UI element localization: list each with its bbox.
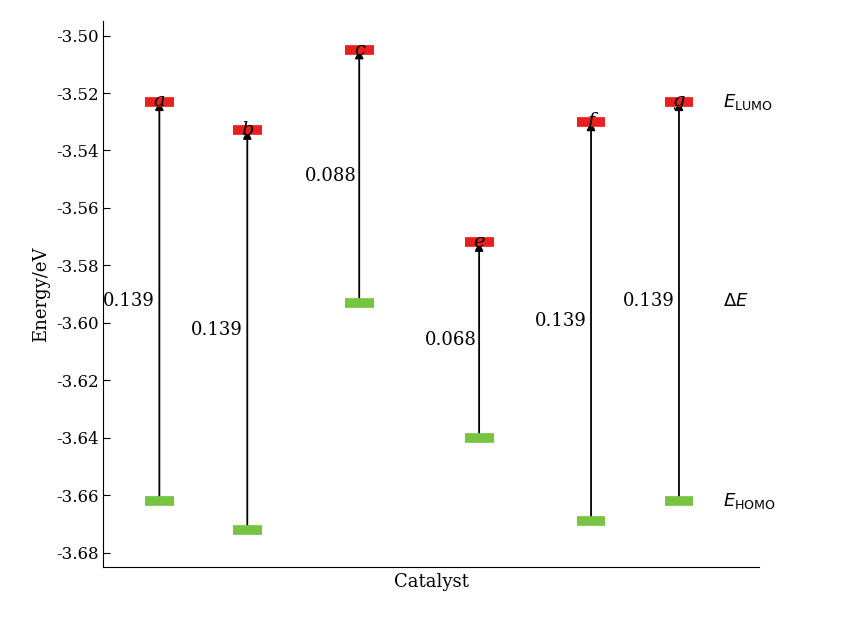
Text: 0.139: 0.139 (103, 292, 155, 310)
Text: a: a (154, 92, 165, 110)
Text: 0.139: 0.139 (191, 321, 243, 339)
Text: b: b (241, 121, 253, 139)
Text: $E_{\mathrm{HOMO}}$: $E_{\mathrm{HOMO}}$ (723, 491, 776, 511)
Text: 0.139: 0.139 (622, 292, 674, 310)
X-axis label: Catalyst: Catalyst (394, 573, 469, 591)
Text: 0.088: 0.088 (306, 167, 357, 185)
Text: $E_{\mathrm{LUMO}}$: $E_{\mathrm{LUMO}}$ (723, 91, 773, 112)
Text: 0.139: 0.139 (535, 313, 587, 331)
Text: $\Delta E$: $\Delta E$ (723, 292, 748, 310)
Text: c: c (354, 41, 365, 59)
Text: e: e (473, 233, 485, 251)
Y-axis label: Energy/eV: Energy/eV (32, 247, 50, 342)
Text: f: f (588, 112, 595, 130)
Text: g: g (673, 92, 685, 110)
Text: 0.068: 0.068 (425, 331, 477, 349)
